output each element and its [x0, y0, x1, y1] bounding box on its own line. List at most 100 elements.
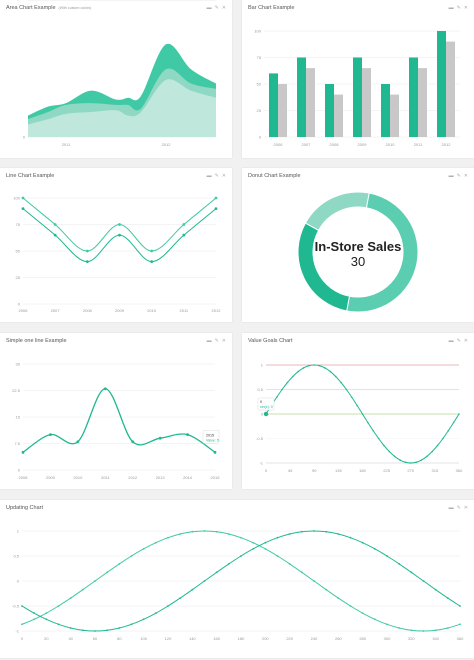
area-chart-title: Area Chart Example	[6, 5, 56, 11]
data-point	[308, 364, 310, 367]
updating-chart-panel: Updating Chart ▬ ✎ ✕ -1 -0.5 0 0.5 1 0 20 40 60 8…	[0, 500, 474, 658]
y-tick-label: 0	[23, 134, 26, 139]
x-tick-label: 2011	[414, 142, 423, 147]
y-tick-label: 0.5	[13, 553, 19, 558]
data-point	[45, 612, 48, 615]
close-icon[interactable]: ✕	[463, 505, 468, 511]
minimize-icon[interactable]: ▬	[206, 5, 212, 11]
updating-chart: -1 -0.5 0 0.5 1 0 20 40 60 80 100 120 140 160 180 200 22…	[12, 528, 464, 641]
x-tick-label: 2006	[274, 142, 284, 147]
data-point	[214, 196, 218, 200]
y-tick-label: 100	[254, 28, 261, 33]
data-point	[426, 455, 428, 458]
data-point	[106, 571, 109, 574]
pencil-icon[interactable]: ✎	[214, 5, 219, 11]
close-icon[interactable]: ✕	[221, 173, 226, 179]
y-tick-label: 50	[257, 81, 262, 86]
pencil-icon[interactable]: ✎	[456, 505, 461, 511]
y-tick-label: 0	[17, 578, 20, 583]
data-point	[356, 404, 358, 407]
y-tick-label: 15,000	[13, 0, 26, 1]
data-point	[53, 223, 57, 226]
data-point	[130, 623, 133, 626]
close-icon[interactable]: ✕	[463, 338, 468, 344]
panel-header: Bar Chart Example ▬ ✎ ✕	[242, 0, 474, 18]
data-point	[154, 541, 157, 544]
minimize-icon[interactable]: ▬	[206, 338, 212, 344]
y-tick-label: 1	[261, 362, 264, 367]
data-point	[318, 364, 321, 367]
data-point	[404, 461, 407, 464]
data-point	[150, 249, 154, 253]
data-point	[21, 207, 25, 210]
x-tick-label: 315	[432, 468, 439, 473]
close-icon[interactable]: ✕	[221, 338, 226, 344]
data-point	[130, 555, 133, 557]
minimize-icon[interactable]: ▬	[448, 5, 454, 11]
tooltip-title: 0	[260, 400, 262, 404]
data-point	[118, 562, 121, 565]
data-point	[49, 433, 52, 437]
tooltip-box	[202, 430, 220, 444]
pencil-icon[interactable]: ✎	[214, 173, 219, 179]
data-point	[410, 571, 413, 574]
data-point	[361, 413, 364, 415]
close-icon[interactable]: ✕	[463, 5, 468, 11]
data-point	[167, 605, 169, 607]
pencil-icon[interactable]: ✎	[456, 338, 461, 344]
data-point	[45, 618, 48, 621]
data-point	[386, 555, 388, 557]
y-tick-label: -0.5	[256, 436, 264, 441]
y-tick-label: 25	[16, 275, 21, 280]
pencil-icon[interactable]: ✎	[456, 5, 461, 11]
minimize-icon[interactable]: ▬	[448, 173, 454, 179]
bar	[362, 68, 371, 137]
pencil-icon[interactable]: ✎	[214, 338, 219, 344]
minimize-icon[interactable]: ▬	[206, 173, 212, 179]
x-tick-label: 90	[312, 468, 317, 473]
x-tick-label: 2008	[83, 308, 93, 313]
y-tick-label: 100	[13, 195, 20, 200]
data-point	[94, 630, 96, 632]
data-point	[33, 618, 36, 621]
minimize-icon[interactable]: ▬	[448, 505, 454, 511]
y-tick-label: -1	[15, 628, 19, 633]
y-tick-label: -0.5	[12, 603, 20, 608]
x-tick-label: 20	[44, 636, 49, 641]
data-point	[276, 555, 279, 557]
area-chart-subtitle: (With custom colors)	[58, 6, 92, 10]
x-tick-label: 135	[335, 468, 342, 473]
bar	[437, 31, 446, 137]
y-tick-label: 0	[259, 134, 262, 139]
y-tick-label: 75	[16, 222, 21, 227]
panel-tools: ▬ ✎ ✕	[449, 505, 468, 511]
close-icon[interactable]: ✕	[221, 5, 226, 11]
data-point	[422, 630, 425, 632]
data-point	[76, 440, 80, 444]
panel-tools: ▬ ✎ ✕	[449, 5, 468, 11]
data-point	[154, 612, 157, 615]
data-point	[324, 367, 326, 369]
data-point	[182, 223, 186, 226]
bar	[269, 73, 278, 137]
x-tick-label: 2009	[358, 142, 368, 147]
data-point	[372, 429, 375, 432]
data-point	[399, 459, 401, 461]
panel-header: Area Chart Example (With custom colors) ▬…	[0, 0, 232, 18]
data-point	[118, 223, 121, 226]
data-point	[57, 623, 60, 626]
x-tick-label: 2010	[386, 142, 396, 147]
x-tick-label: 2014	[183, 475, 193, 480]
minimize-icon[interactable]: ▬	[448, 338, 454, 344]
data-point	[158, 436, 162, 440]
data-point	[227, 562, 230, 565]
x-tick-label: 2009	[46, 475, 56, 480]
area-chart-panel: Area Chart Example (With custom colors) ▬…	[0, 0, 232, 158]
data-point	[213, 450, 217, 454]
panel-header: Line Chart Example ▬ ✎ ✕	[0, 168, 232, 186]
close-icon[interactable]: ✕	[463, 173, 468, 179]
pencil-icon[interactable]: ✎	[456, 173, 461, 179]
y-tick-label: 22,500	[13, 0, 26, 1]
data-point	[373, 618, 376, 621]
x-tick-label: 2011	[101, 475, 110, 480]
